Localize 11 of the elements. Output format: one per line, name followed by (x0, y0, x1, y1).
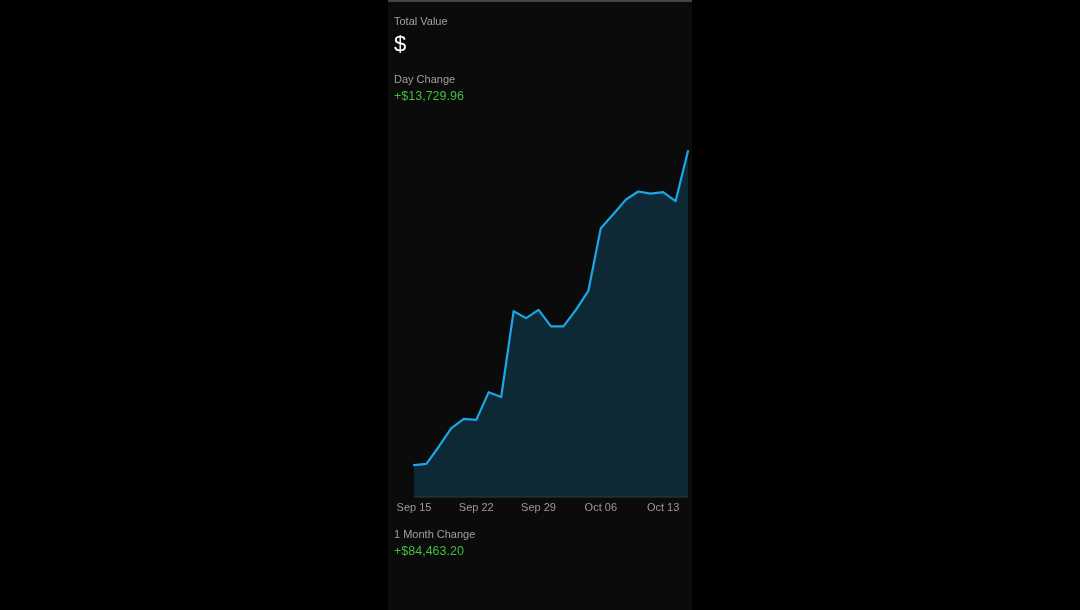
x-tick-label: Sep 22 (458, 501, 494, 513)
text: Day Change (394, 73, 456, 85)
x-tick-label: Sep 15 (396, 501, 432, 513)
text: 1 Month Change (394, 528, 476, 540)
x-tick-label: Oct 06 (584, 501, 618, 513)
x-tick-label: Oct 13 (646, 501, 680, 513)
text: +$13,729.96 (394, 89, 464, 103)
text: $ (394, 31, 407, 56)
x-tick-label: Sep 29 (521, 501, 556, 513)
text: Total Value (394, 15, 448, 27)
text: +$84,463.20 (394, 544, 464, 558)
